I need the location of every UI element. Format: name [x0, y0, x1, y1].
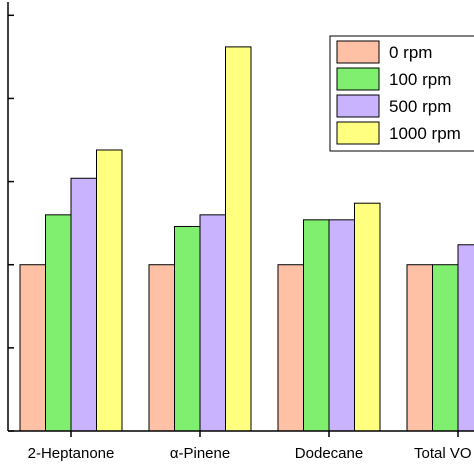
legend-swatch — [336, 94, 380, 118]
legend-label: 100 rpm — [389, 70, 451, 89]
bar — [225, 46, 252, 432]
legend-swatch — [336, 67, 380, 91]
bar — [96, 149, 123, 432]
legend-label: 0 rpm — [389, 43, 432, 62]
x-ticks-group — [70, 431, 459, 437]
bar — [354, 202, 381, 432]
bar — [148, 264, 175, 432]
legend-swatch — [336, 121, 380, 145]
bar — [457, 244, 474, 432]
bar — [406, 264, 433, 432]
bar — [277, 264, 304, 432]
bar — [174, 225, 201, 432]
legend-swatch — [336, 40, 380, 64]
legend-label: 1000 rpm — [389, 124, 461, 143]
bar — [19, 264, 46, 432]
y-ticks-group — [8, 14, 14, 432]
bar — [303, 219, 330, 432]
bar — [70, 177, 97, 432]
x-tick-label: α-Pinene — [170, 445, 230, 462]
x-tick-labels-group: 2-Heptanone α-Pinene Dodecane Total VO — [28, 445, 472, 462]
legend-label: 500 rpm — [389, 97, 451, 116]
bars-group — [19, 46, 474, 432]
bar — [432, 264, 459, 432]
bar — [328, 219, 355, 432]
x-tick-label: 2-Heptanone — [28, 445, 115, 462]
x-tick-label: Total VO — [414, 445, 472, 462]
x-tick-label: Dodecane — [295, 445, 363, 462]
bar — [45, 214, 72, 432]
bar — [199, 214, 226, 432]
legend: 0 rpm 100 rpm 500 rpm 1000 rpm — [329, 35, 474, 152]
axes-group — [7, 2, 474, 432]
